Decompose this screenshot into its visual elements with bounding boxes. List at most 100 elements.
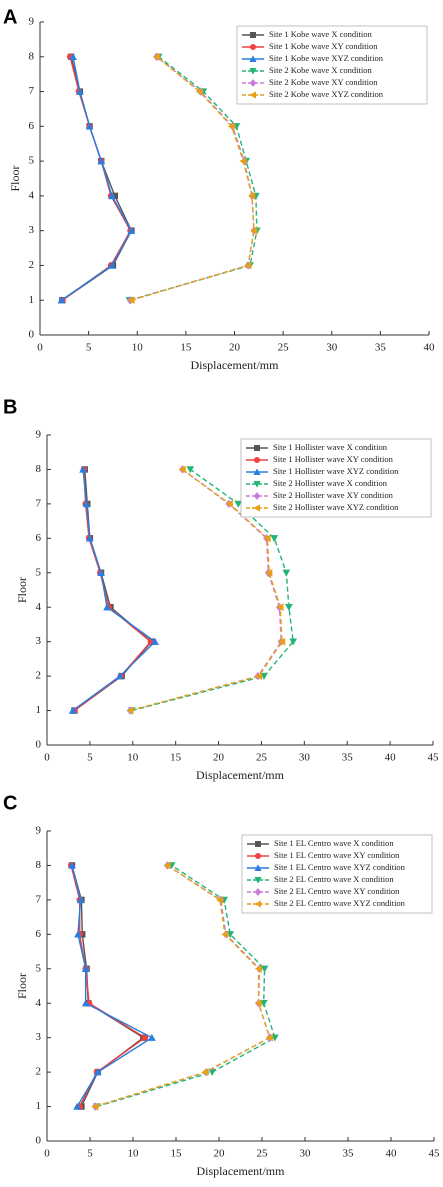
legend-label: Site 1 Hollister wave X condition [273, 442, 388, 452]
x-tick-label: 35 [375, 342, 387, 354]
x-tick-label: 30 [299, 752, 311, 764]
series-line [60, 56, 133, 301]
y-tick-label: 8 [36, 859, 42, 871]
data-point [289, 638, 298, 646]
legend-label: Site 2 Kobe wave XYZ condition [269, 89, 384, 99]
x-tick-label: 0 [44, 752, 50, 764]
legend-label: Site 1 EL Centro wave XY condition [274, 850, 400, 860]
y-tick-label: 0 [36, 739, 42, 751]
x-tick-label: 25 [257, 1148, 269, 1160]
x-axis-title: Displacement/mm [197, 1164, 286, 1178]
data-point [103, 603, 111, 611]
legend-box [240, 438, 432, 518]
y-tick-label: 4 [36, 997, 42, 1009]
data-point [86, 534, 94, 542]
data-point [260, 965, 269, 973]
x-tick-label: 35 [343, 1148, 355, 1160]
y-tick-label: 7 [36, 497, 42, 509]
y-tick-label: 6 [36, 928, 42, 940]
y-axis-title: Floor [15, 973, 29, 999]
y-tick-label: 5 [36, 566, 42, 578]
legend-marker [254, 864, 262, 871]
data-point [68, 706, 77, 714]
data-point [270, 535, 279, 543]
panel-label: B [3, 396, 17, 418]
y-tick-label: 2 [36, 670, 42, 682]
legend-marker [249, 91, 256, 99]
x-tick-label: 25 [256, 752, 268, 764]
y-tick-label: 2 [29, 259, 35, 271]
data-point [254, 964, 262, 973]
legend-label: Site 2 Hollister wave XYZ condition [273, 502, 399, 512]
data-point [285, 604, 293, 612]
legend-marker [255, 853, 261, 859]
legend-label: Site 2 EL Centro wave X condition [274, 874, 394, 884]
data-point [227, 122, 235, 131]
data-point [234, 500, 243, 508]
y-tick-label: 5 [29, 155, 35, 167]
series-line [130, 56, 255, 301]
x-tick-label: 15 [170, 752, 182, 764]
x-tick-label: 20 [229, 342, 241, 354]
data-point [127, 226, 136, 234]
data-point [91, 1102, 99, 1111]
data-point [186, 466, 195, 474]
y-tick-label: 8 [29, 50, 35, 62]
legend-label: Site 2 EL Centro wave XYZ condition [274, 898, 406, 908]
data-point [97, 568, 105, 576]
data-point [97, 157, 106, 165]
x-tick-label: 35 [342, 752, 354, 764]
legend-label: Site 1 Kobe wave XY condition [269, 41, 378, 51]
data-point [265, 568, 273, 577]
y-tick-label: 3 [36, 635, 42, 647]
data-point [255, 672, 263, 680]
data-point [108, 261, 116, 269]
data-point [163, 861, 171, 870]
legend-marker [254, 457, 260, 463]
legend-label: Site 2 Kobe wave X condition [269, 65, 372, 75]
data-point [248, 192, 256, 200]
y-tick-label: 6 [36, 532, 42, 544]
legend-box [236, 25, 428, 105]
series-line [131, 56, 255, 301]
x-tick-label: 10 [128, 1148, 140, 1160]
series-line [72, 469, 157, 712]
legend-marker [250, 44, 256, 50]
data-point [239, 157, 247, 165]
data-point [74, 930, 82, 938]
series-line [61, 56, 133, 301]
data-point [254, 999, 262, 1008]
series-line [96, 864, 276, 1108]
legend-label: Site 2 Hollister wave X condition [273, 478, 388, 488]
data-point [225, 500, 233, 508]
x-tick-label: 10 [127, 752, 139, 764]
x-tick-label: 0 [37, 342, 43, 354]
data-point [81, 999, 90, 1007]
y-tick-label: 9 [36, 429, 42, 441]
data-point [108, 192, 116, 200]
data-point [81, 964, 90, 972]
data-point [178, 465, 186, 474]
legend-marker [253, 504, 260, 512]
y-tick-label: 7 [29, 85, 35, 97]
x-tick-label: 30 [326, 342, 338, 354]
legend-box [241, 834, 433, 914]
data-point [76, 896, 85, 904]
data-point [263, 534, 271, 543]
x-tick-label: 5 [87, 752, 93, 764]
data-point [221, 930, 229, 939]
series-line [129, 56, 258, 301]
x-tick-label: 40 [386, 1148, 398, 1160]
y-tick-label: 9 [29, 16, 35, 28]
data-point [151, 637, 159, 645]
legend-marker [254, 445, 260, 451]
y-tick-label: 1 [36, 704, 42, 716]
data-point [282, 569, 291, 577]
data-point [226, 931, 235, 939]
data-point [93, 1068, 102, 1076]
y-tick-label: 1 [29, 294, 35, 306]
legend-marker [250, 32, 256, 38]
y-axis-title: Floor [8, 165, 22, 191]
